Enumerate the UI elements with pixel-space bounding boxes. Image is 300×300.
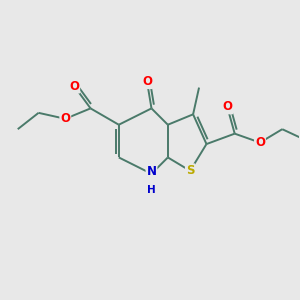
Text: H: H: [147, 185, 156, 195]
Text: O: O: [142, 75, 152, 88]
Text: O: O: [60, 112, 70, 125]
Text: S: S: [186, 164, 194, 177]
Text: O: O: [69, 80, 79, 93]
Text: O: O: [255, 136, 265, 149]
Text: O: O: [222, 100, 232, 113]
Text: N: N: [146, 165, 157, 178]
